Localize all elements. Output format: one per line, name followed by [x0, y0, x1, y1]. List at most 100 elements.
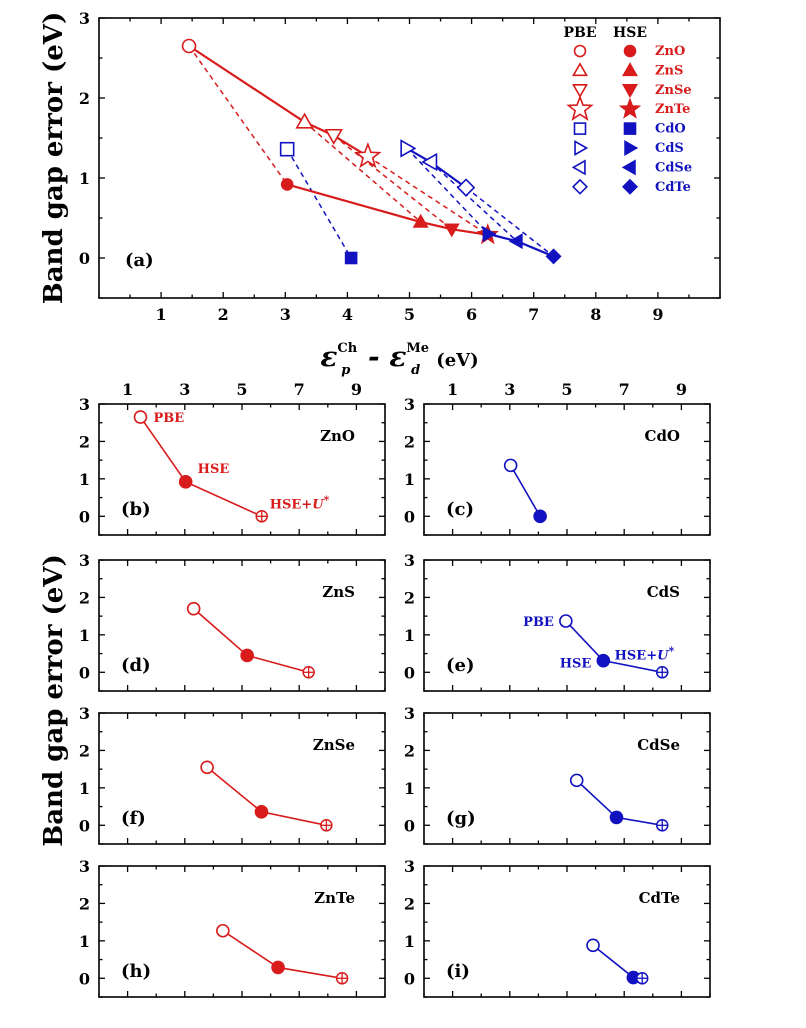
y-tick-label: 2 [404, 588, 415, 607]
panel-label-g: (g) [446, 808, 476, 829]
panel-name-g: CdSe [637, 736, 680, 754]
dashed-link-znte [367, 155, 489, 236]
marker-pbe [559, 614, 573, 628]
series-line-c [509, 464, 541, 517]
marker-hse [178, 475, 193, 489]
x-tick-label-top: 7 [294, 380, 305, 399]
legend-marker-hse-cdte [621, 178, 639, 195]
label-part: HSE+ [270, 497, 312, 512]
legend-label-znse: ZnSe [655, 83, 692, 98]
x-tick-label-top: 3 [179, 380, 190, 399]
legend-marker-hse-zno [623, 44, 637, 58]
marker-hse-zno [280, 178, 294, 191]
marker-hse-u [255, 510, 268, 523]
legend-marker-pbe-cdte [571, 178, 589, 195]
panel-label-e: (e) [446, 655, 475, 676]
y-tick-label: 3 [79, 704, 90, 723]
marker-hse-znse [443, 223, 460, 238]
dashed-link-cds [406, 147, 489, 235]
y-tick-label: 0 [404, 969, 415, 988]
y-tick-label: 0 [404, 816, 415, 835]
legend-label-cdte: CdTe [655, 180, 691, 195]
y-tick-label: 0 [404, 663, 415, 682]
label-hse: HSE [560, 657, 592, 672]
marker-hse-u [302, 666, 315, 679]
x-tick-label-top: 5 [561, 380, 572, 399]
y-tick-label: 3 [79, 395, 90, 414]
legend-label-zno: ZnO [655, 44, 685, 59]
x-tick-label: 6 [466, 305, 477, 324]
panel-name-e: CdS [647, 583, 680, 601]
y-tick-label: 3 [79, 9, 90, 28]
y-tick-label: 1 [404, 470, 415, 489]
y-tick-label: 2 [404, 432, 415, 451]
dashed-link-cdo [286, 148, 352, 259]
marker-pbe-znse [324, 128, 343, 146]
legend-marker-pbe-cdo [573, 122, 587, 135]
y-tick-label: 2 [404, 741, 415, 760]
panel-label-b: (b) [121, 499, 151, 520]
legend-marker-pbe-zns [572, 62, 588, 77]
y-tick-label: 3 [404, 395, 415, 414]
legend: PBE HSE ZnO ZnS ZnSe ZnTe CdO CdS CdSe CdTe [563, 25, 692, 195]
legend-marker-hse-cdse [621, 159, 636, 176]
y-tick-label: 3 [404, 551, 415, 570]
chart-g: 0 1 2 3 (g) CdSe [404, 704, 711, 845]
marker-hse [609, 810, 624, 825]
panel-name-h: ZnTe [314, 889, 355, 907]
marker-pbe-znte [354, 141, 382, 169]
x-axis-title-a: εCh p - εMe d (eV) [320, 340, 478, 378]
x-tick-label: 1 [156, 305, 167, 324]
panel-name-c: CdO [645, 427, 681, 445]
chart-e: 0 1 2 3 (e) CdS PBE HSE HSE+U* [404, 551, 711, 692]
legend-label-znte: ZnTe [655, 102, 690, 117]
dashed-link-cdse [430, 161, 518, 242]
label-pbe: PBE [153, 411, 184, 426]
panel-label-f: (f) [121, 808, 146, 829]
label-hse: HSE [198, 462, 230, 477]
y-tick-label: 2 [79, 432, 90, 451]
axes-frame [98, 17, 721, 299]
panel-name-f: ZnSe [313, 736, 355, 754]
label-part: U [657, 648, 669, 663]
panel-name-b: ZnO [320, 427, 355, 445]
panel-label-c: (c) [446, 499, 474, 520]
y-tick-label: 3 [404, 704, 415, 723]
label-pbe: PBE [523, 615, 554, 630]
y-tick-label: 2 [404, 894, 415, 913]
y-tick-label: 1 [404, 779, 415, 798]
dashed-link-znse [333, 135, 453, 230]
marker-pbe-cdte [456, 178, 476, 197]
y-tick-label: 0 [79, 663, 90, 682]
y-axis-title-bottom: Band gap error (eV) [39, 554, 69, 847]
y-tick-label: 1 [79, 169, 90, 188]
legend-marker-pbe-znse [572, 84, 588, 99]
marker-pbe-cdo [279, 141, 295, 157]
y-tick-label: 1 [404, 626, 415, 645]
label-hse-u: HSE+U* [270, 493, 330, 512]
chart-h: 0 1 2 3 (h) ZnTe [79, 857, 386, 998]
marker-hse-cdo [344, 251, 358, 265]
x-axis-title-part: d [411, 363, 420, 378]
legend-marker-hse-znte [618, 97, 642, 119]
x-tick-label-top: 3 [504, 380, 515, 399]
series-line-f [206, 766, 327, 827]
legend-marker-hse-cds [624, 140, 639, 156]
x-axis-title-part: - ε [358, 340, 406, 373]
marker-hse-u [655, 819, 669, 832]
legend-label-cdo: CdO [655, 122, 686, 137]
chart-f: 0 1 2 3 (f) ZnSe [79, 704, 386, 845]
marker-hse-u [635, 972, 649, 985]
y-tick-label: 1 [79, 626, 90, 645]
marker-pbe [569, 773, 584, 788]
y-tick-label: 2 [79, 89, 90, 108]
panel-label-d: (d) [121, 655, 151, 676]
y-tick-label: 3 [79, 551, 90, 570]
marker-pbe-zno [181, 38, 197, 54]
y-tick-label: 1 [79, 932, 90, 951]
x-axis-title-part: Me [406, 341, 429, 356]
legend-marker-hse-zns [622, 62, 638, 77]
panel-label-i: (i) [446, 961, 470, 982]
marker-pbe-cds [400, 139, 417, 158]
